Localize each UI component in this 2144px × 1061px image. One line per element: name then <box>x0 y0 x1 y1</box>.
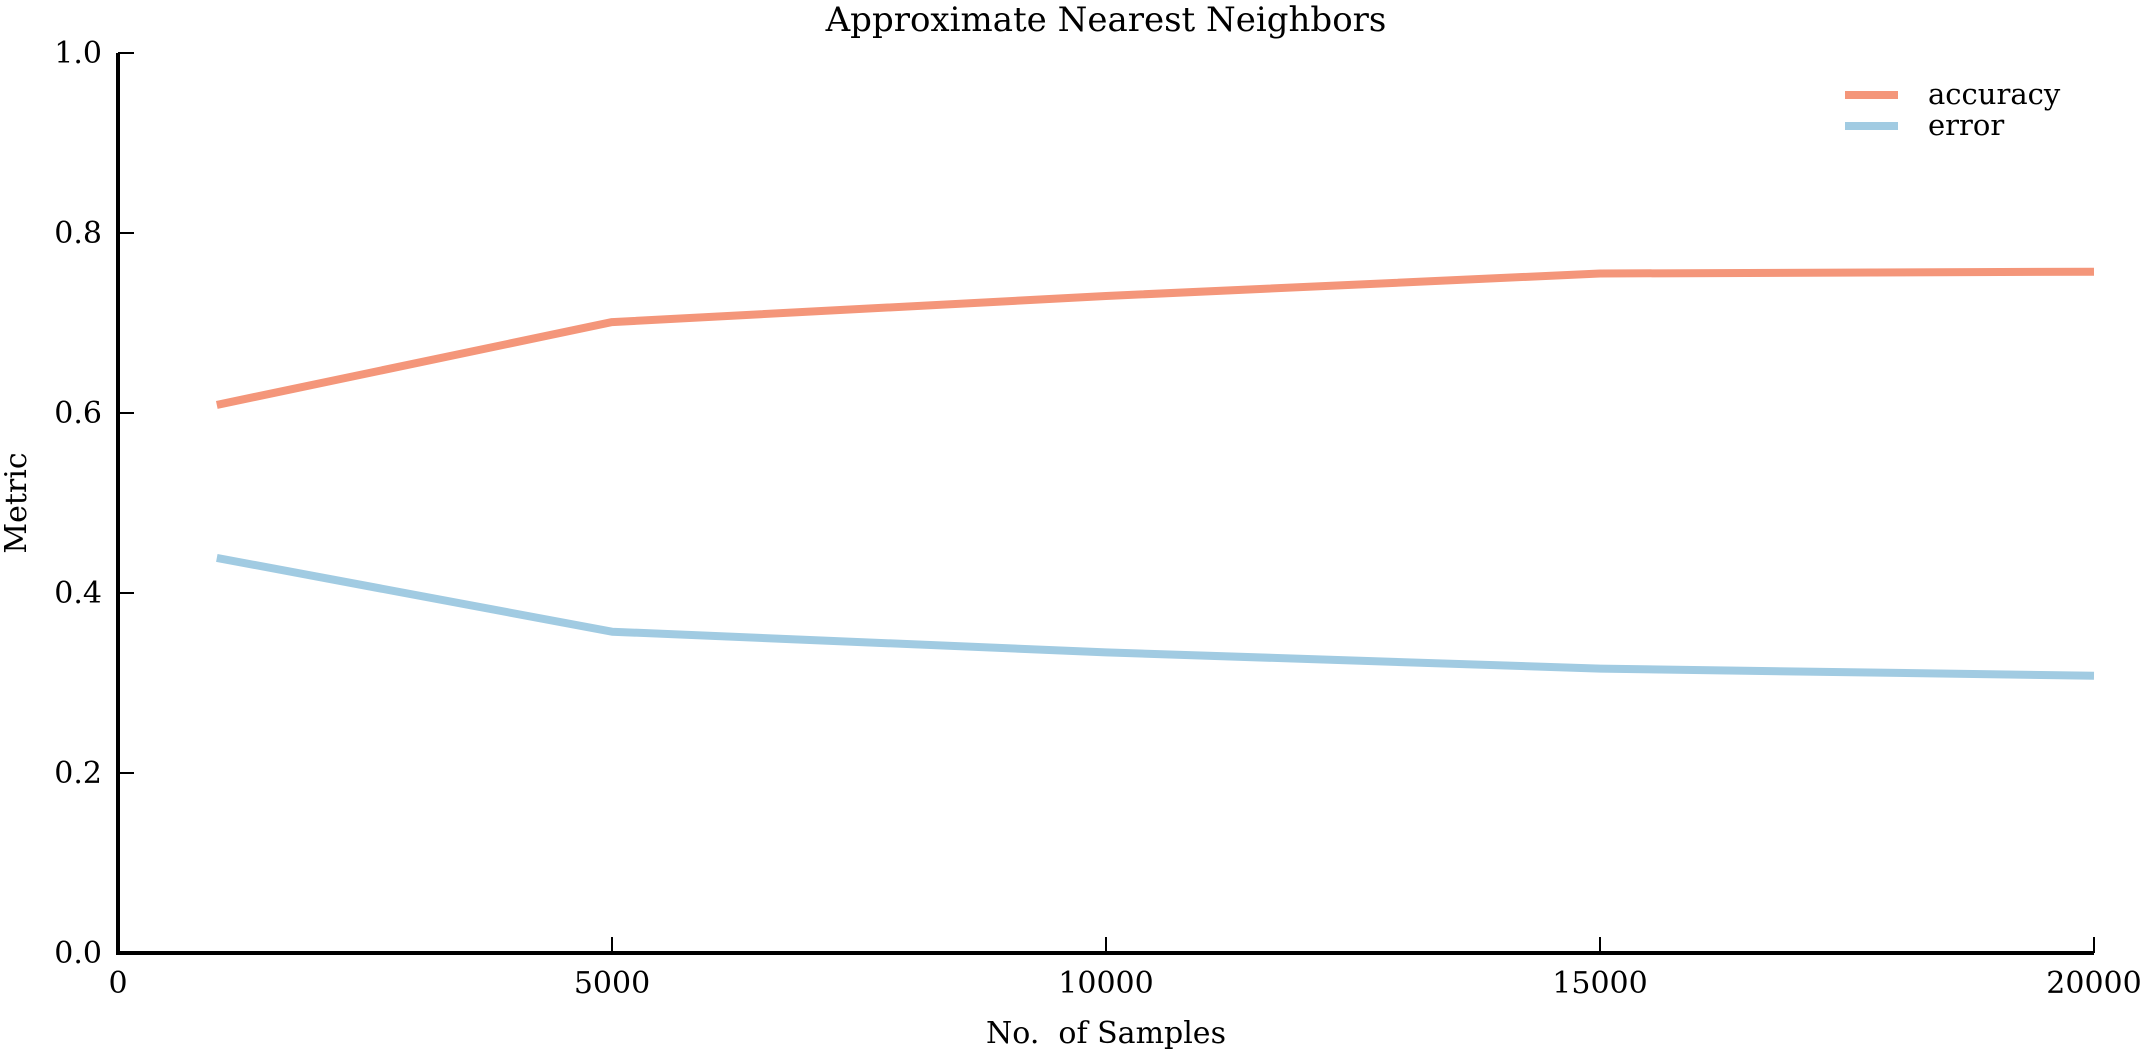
x-axis-label: No. of Samples <box>986 1016 1226 1051</box>
data-point-accuracy <box>1106 296 1107 297</box>
data-point-error <box>1106 652 1107 653</box>
y-tick-label: 0.6 <box>54 396 102 431</box>
y-tick-label: 1.0 <box>54 36 102 71</box>
x-tick-label: 20000 <box>2046 966 2141 1001</box>
series-line-error <box>216 553 2095 680</box>
data-point-accuracy <box>1600 273 1601 274</box>
x-tick-label: 15000 <box>1552 966 1647 1001</box>
data-point-error <box>2094 675 2095 676</box>
data-point-error <box>1600 668 1601 669</box>
legend-label-accuracy: accuracy <box>1928 77 2061 111</box>
y-tick-label: 0.0 <box>54 936 102 971</box>
x-tick-label: 0 <box>108 966 127 1001</box>
chart-title: Approximate Nearest Neighbors <box>825 0 1387 40</box>
x-axis-ticks: 0 5000 10000 15000 20000 <box>108 937 2142 1001</box>
data-point-accuracy <box>2094 271 2095 272</box>
data-point-error <box>612 631 613 632</box>
y-tick-label: 0.2 <box>54 756 102 791</box>
legend-label-error: error <box>1928 108 2004 142</box>
data-point-error <box>216 557 217 558</box>
data-point-accuracy <box>216 404 217 405</box>
series-layer <box>215 267 2095 680</box>
series-line-accuracy <box>215 267 2095 409</box>
x-tick-label: 10000 <box>1058 966 1153 1001</box>
y-axis-ticks: 0.0 0.2 0.4 0.6 0.8 1.0 <box>54 36 134 971</box>
data-point-accuracy <box>612 322 613 323</box>
y-tick-label: 0.4 <box>54 576 102 611</box>
y-tick-label: 0.8 <box>54 216 102 251</box>
x-tick-label: 5000 <box>574 966 650 1001</box>
y-axis-label: Metric <box>0 452 34 553</box>
